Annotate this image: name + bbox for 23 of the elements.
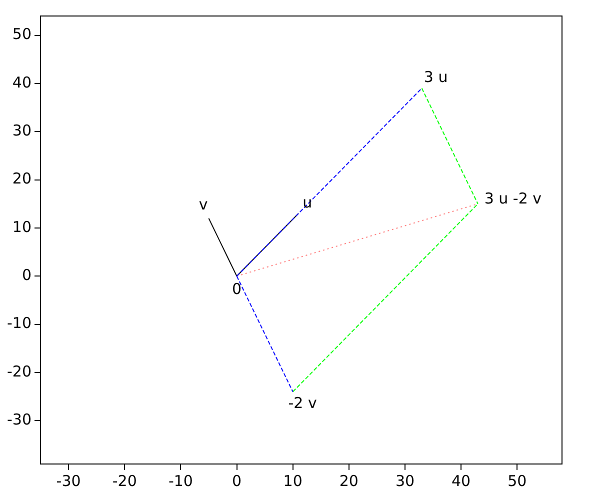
annotation: -2 v [288,394,317,412]
annotation: v [198,196,208,214]
y-tick-label: 0 [22,266,32,284]
y-tick-label: 30 [12,122,32,140]
x-tick-label: 40 [452,472,471,490]
annotation: 0 [232,280,242,298]
y-tick-label: 40 [12,73,32,92]
y-tick-label: -20 [7,362,32,380]
x-tick-label: 0 [232,472,242,490]
y-tick-label: 10 [12,218,32,236]
y-tick-label: -10 [7,314,32,332]
y-tick-label: 50 [12,25,32,44]
x-tick-label: -20 [112,472,137,490]
x-tick-label: 30 [395,472,415,490]
x-tick-label: 50 [508,472,527,490]
y-tick-label: -30 [7,410,32,429]
x-tick-label: 20 [339,472,358,490]
y-tick-label: 20 [12,170,32,188]
annotation: 3 u -2 v [484,190,542,208]
x-tick-label: 10 [283,472,302,490]
annotation: 3 u [424,68,448,86]
x-tick-label: -10 [168,472,193,490]
x-tick-label: -30 [56,472,81,490]
